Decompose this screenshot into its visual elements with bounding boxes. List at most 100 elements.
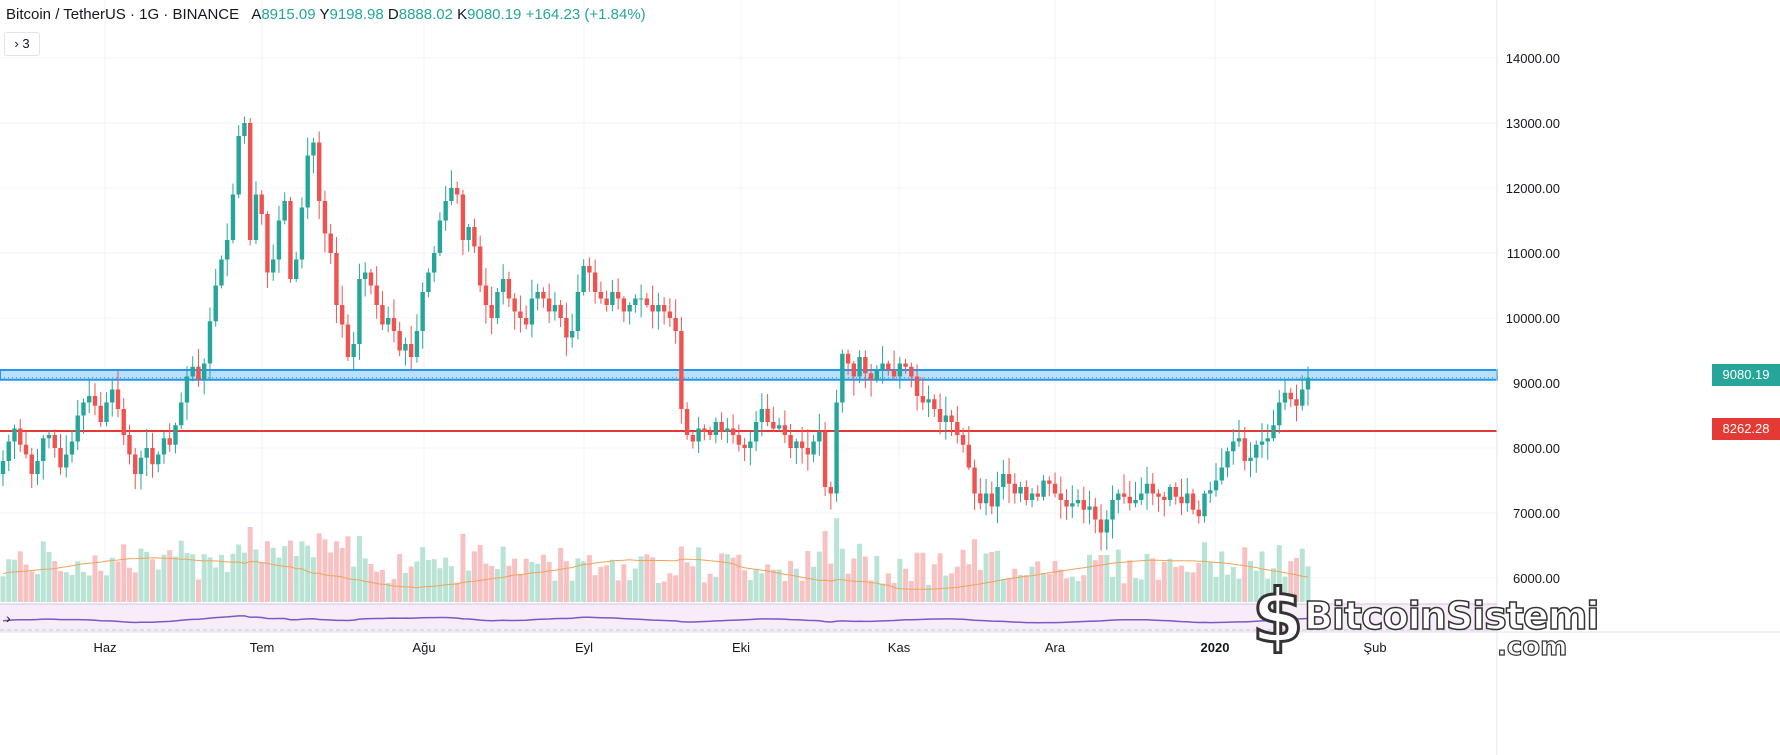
candle[interactable] <box>385 306 391 333</box>
candle[interactable] <box>184 366 190 420</box>
candle[interactable] <box>1006 458 1012 504</box>
candle[interactable] <box>719 412 724 440</box>
candle[interactable] <box>529 279 535 338</box>
candle[interactable] <box>1156 489 1161 512</box>
candle[interactable] <box>127 424 132 465</box>
candle[interactable] <box>426 268 431 298</box>
candle[interactable] <box>368 269 374 295</box>
candle[interactable] <box>1058 476 1063 519</box>
candle[interactable] <box>460 189 466 255</box>
candle[interactable] <box>857 350 862 384</box>
candle[interactable] <box>58 434 63 475</box>
candle[interactable] <box>472 218 477 254</box>
candle[interactable] <box>29 447 34 488</box>
candle[interactable] <box>995 471 1000 524</box>
candle[interactable] <box>742 437 747 461</box>
candle[interactable] <box>702 424 707 441</box>
candle[interactable] <box>403 337 408 366</box>
candle[interactable] <box>650 285 655 329</box>
candle[interactable] <box>248 118 253 246</box>
candle[interactable] <box>937 393 943 435</box>
candle[interactable] <box>730 414 736 444</box>
candle[interactable] <box>265 211 270 288</box>
candle[interactable] <box>144 429 149 477</box>
candle[interactable] <box>1265 424 1270 460</box>
candle[interactable] <box>242 116 247 144</box>
candle[interactable] <box>725 418 730 444</box>
candle[interactable] <box>133 447 138 490</box>
candle[interactable] <box>259 190 264 225</box>
candle[interactable] <box>1271 409 1276 442</box>
candle[interactable] <box>776 417 782 432</box>
candle[interactable] <box>1231 429 1236 465</box>
candle[interactable] <box>989 481 995 515</box>
candle[interactable] <box>1070 485 1075 519</box>
candle[interactable] <box>1035 485 1041 502</box>
candle[interactable] <box>489 286 494 335</box>
candle[interactable] <box>270 244 276 281</box>
candle[interactable] <box>299 197 305 269</box>
candle[interactable] <box>1167 484 1173 507</box>
candle[interactable] <box>6 434 11 472</box>
candle[interactable] <box>305 137 310 220</box>
candle[interactable] <box>592 259 598 304</box>
candle[interactable] <box>679 316 684 424</box>
candle[interactable] <box>546 283 552 324</box>
candle[interactable] <box>213 268 218 327</box>
candle[interactable] <box>316 131 322 219</box>
candle[interactable] <box>64 435 69 478</box>
candle[interactable] <box>1104 510 1109 550</box>
candle[interactable] <box>759 393 765 437</box>
candle[interactable] <box>564 302 569 356</box>
candle[interactable] <box>1110 485 1115 539</box>
candle[interactable] <box>230 183 236 244</box>
candle[interactable] <box>799 427 805 464</box>
candle[interactable] <box>276 205 282 273</box>
candle[interactable] <box>863 350 868 389</box>
candle[interactable] <box>1179 478 1184 516</box>
candle[interactable] <box>909 362 914 388</box>
candle[interactable] <box>1029 488 1035 508</box>
candle[interactable] <box>500 264 506 305</box>
candle[interactable] <box>167 423 172 452</box>
candle[interactable] <box>1018 481 1023 503</box>
candle[interactable] <box>633 294 638 313</box>
candle[interactable] <box>46 430 52 449</box>
candle[interactable] <box>1196 500 1201 524</box>
candle[interactable] <box>782 410 788 444</box>
candle[interactable] <box>558 300 563 327</box>
candle[interactable] <box>788 424 793 459</box>
candle[interactable] <box>518 295 523 333</box>
candle[interactable] <box>0 450 6 487</box>
candle[interactable] <box>351 332 356 371</box>
candle[interactable] <box>822 422 828 497</box>
candle[interactable] <box>18 418 23 453</box>
candle[interactable] <box>1133 481 1138 508</box>
candle[interactable] <box>374 266 379 319</box>
candle[interactable] <box>615 278 621 310</box>
candle[interactable] <box>173 422 178 454</box>
candle[interactable] <box>1127 480 1132 511</box>
candle[interactable] <box>506 271 512 308</box>
candle[interactable] <box>1282 380 1288 411</box>
candle[interactable] <box>362 262 368 297</box>
candle[interactable] <box>477 235 483 292</box>
candle[interactable] <box>1116 489 1121 514</box>
candle[interactable] <box>115 370 121 418</box>
candle[interactable] <box>845 349 851 375</box>
candle[interactable] <box>1225 447 1230 478</box>
candle[interactable] <box>138 450 144 490</box>
candle[interactable] <box>161 432 167 464</box>
candle[interactable] <box>903 358 908 374</box>
candle[interactable] <box>334 237 339 324</box>
candle[interactable] <box>87 378 92 414</box>
candle[interactable] <box>35 448 40 485</box>
candle[interactable] <box>202 358 207 395</box>
candle[interactable] <box>886 360 891 376</box>
symbol-title[interactable]: Bitcoin / TetherUS · 1G · BINANCE <box>6 6 240 23</box>
candle[interactable] <box>357 263 362 360</box>
candle[interactable] <box>621 295 627 323</box>
candle[interactable] <box>575 274 581 340</box>
candle[interactable] <box>587 257 592 292</box>
candle[interactable] <box>972 459 977 511</box>
